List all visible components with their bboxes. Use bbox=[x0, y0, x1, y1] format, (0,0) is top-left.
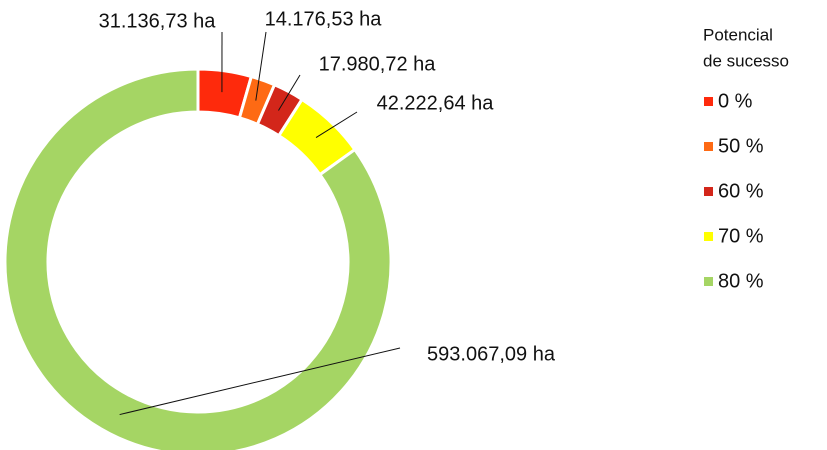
legend-label: 70 % bbox=[718, 225, 764, 247]
legend-title: de sucesso bbox=[703, 51, 789, 70]
legend-swatch bbox=[704, 232, 713, 241]
data-label: 31.136,73 ha bbox=[99, 10, 217, 32]
legend-label: 80 % bbox=[718, 270, 764, 292]
data-label: 14.176,53 ha bbox=[265, 8, 383, 30]
leader-line bbox=[119, 347, 401, 416]
legend-swatch bbox=[704, 142, 713, 151]
legend-swatch bbox=[704, 97, 713, 106]
legend-label: 60 % bbox=[718, 180, 764, 202]
data-label: 42.222,64 ha bbox=[377, 92, 495, 114]
leader-line bbox=[278, 74, 301, 111]
donut-slice bbox=[3, 67, 393, 450]
legend-label: 50 % bbox=[718, 135, 764, 157]
data-label: 17.980,72 ha bbox=[319, 53, 437, 75]
legend-label: 0 % bbox=[718, 90, 753, 112]
leader-line bbox=[255, 31, 267, 101]
legend-swatch bbox=[704, 277, 713, 286]
legend-title: Potencial bbox=[703, 25, 773, 44]
legend-swatch bbox=[704, 187, 713, 196]
data-label: 593.067,09 ha bbox=[427, 343, 556, 365]
leader-line bbox=[315, 111, 358, 139]
